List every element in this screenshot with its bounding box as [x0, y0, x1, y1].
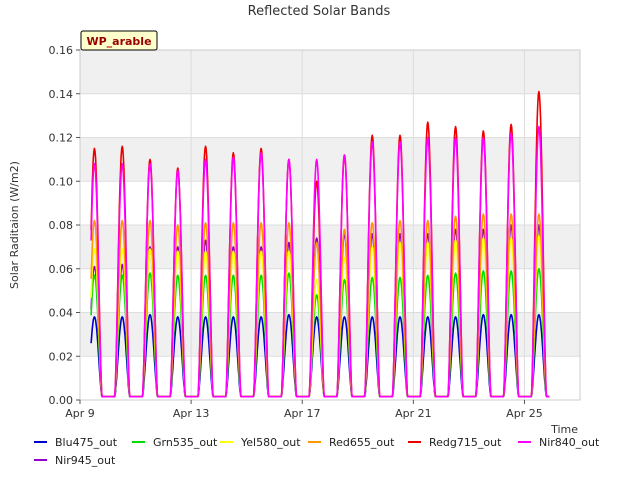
y-tick-label: 0.14: [49, 88, 74, 101]
plot-band: [80, 93, 580, 138]
legend-swatch: [308, 441, 321, 443]
y-tick-label: 0.06: [49, 263, 74, 276]
legend-label: Nir840_out: [539, 435, 600, 449]
plot-band: [80, 181, 580, 225]
legend-swatch: [408, 441, 421, 443]
y-axis-label: Solar Raditaion (W/m2): [8, 161, 21, 289]
plot-background-bands: [80, 50, 580, 400]
site-badge-label: WP_arable: [86, 35, 151, 48]
chart-title: Reflected Solar Bands: [248, 4, 391, 19]
series-line-nir840_out: [90, 125, 550, 398]
x-tick-label: Apr 13: [173, 407, 210, 420]
y-tick-label: 0.16: [49, 44, 74, 57]
legend-item-blu475_out: Blu475_out: [34, 434, 117, 450]
x-tick-label: Apr 25: [506, 407, 543, 420]
x-tick-label: Apr 17: [284, 407, 321, 420]
plot-band: [80, 50, 580, 94]
legend-swatch: [220, 441, 233, 443]
y-tick-label: 0.04: [49, 307, 74, 320]
legend-item-red655_out: Red655_out: [308, 434, 394, 450]
legend-item-redg715_out: Redg715_out: [408, 434, 501, 450]
x-axis-ticks: Apr 9 Apr 13 Apr 17 Apr 21 Apr 25: [65, 400, 543, 420]
y-tick-label: 0.00: [49, 394, 74, 407]
y-tick-label: 0.02: [49, 350, 74, 363]
legend-label: Red655_out: [329, 435, 395, 449]
legend-swatch: [34, 459, 47, 461]
plot-band: [80, 356, 580, 400]
y-tick-label: 0.12: [49, 132, 74, 145]
legend-swatch: [518, 441, 531, 443]
x-tick-label: Apr 9: [65, 407, 95, 420]
y-tick-label: 0.08: [49, 219, 74, 232]
legend-label: Grn535_out: [153, 435, 218, 449]
plot-band: [80, 137, 580, 182]
plot-band: [80, 312, 580, 357]
legend-label: Blu475_out: [55, 435, 118, 449]
legend-label: Redg715_out: [429, 435, 502, 449]
legend-label: Yel580_out: [241, 435, 301, 449]
legend-label: Nir945_out: [55, 453, 116, 467]
legend-item-grn535_out: Grn535_out: [132, 434, 217, 450]
legend-item-nir840_out: Nir840_out: [518, 434, 599, 450]
series-lines: [90, 90, 550, 398]
site-badge: WP_arable: [80, 30, 158, 51]
legend-item-nir945_out: Nir945_out: [34, 452, 115, 468]
plot-band: [80, 225, 580, 269]
plot-band: [80, 268, 580, 313]
x-tick-label: Apr 21: [395, 407, 432, 420]
legend-item-yel580_out: Yel580_out: [220, 434, 301, 450]
x-axis-label: Time: [550, 423, 578, 436]
y-tick-label: 0.10: [49, 175, 74, 188]
y-axis-ticks: 0.00 0.02 0.04 0.06 0.08 0.10 0.12 0.14 0.16: [49, 44, 80, 407]
legend-swatch: [34, 441, 47, 443]
legend-swatch: [132, 441, 145, 443]
